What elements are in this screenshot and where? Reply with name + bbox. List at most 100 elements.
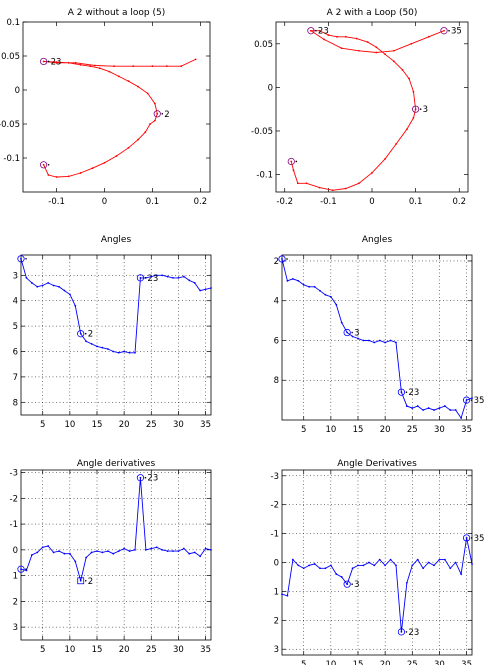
marked-point-dot <box>419 108 422 110</box>
data-point <box>389 339 392 342</box>
chart-title: Angles <box>101 235 132 245</box>
axes-frame <box>22 21 211 193</box>
data-point <box>411 564 414 567</box>
data-point <box>112 552 115 555</box>
data-point <box>25 569 28 572</box>
data-point <box>367 339 370 342</box>
data-point <box>362 339 365 342</box>
data-point <box>36 285 39 288</box>
marked-point-dot <box>286 258 288 260</box>
marked-point-dot <box>47 60 50 63</box>
data-point <box>180 65 183 68</box>
marked-point <box>17 255 25 263</box>
data-point <box>465 399 468 402</box>
data-point <box>310 29 312 32</box>
x-tick-label: 0 <box>369 197 374 207</box>
data-point <box>366 41 369 43</box>
data-point <box>108 70 111 73</box>
marked-point <box>343 328 351 337</box>
data-point <box>401 69 404 71</box>
marked-point <box>462 396 471 404</box>
y-tick-label: 5 <box>13 322 18 332</box>
data-point <box>137 85 139 88</box>
data-point <box>55 61 58 64</box>
data-point <box>90 551 93 554</box>
data-point <box>106 550 109 553</box>
data-point <box>454 409 457 411</box>
data-point <box>42 60 45 63</box>
data-point <box>144 131 147 134</box>
axes-frame <box>281 254 473 421</box>
data-point <box>329 295 332 298</box>
data-point <box>96 345 98 348</box>
data-point <box>433 409 435 411</box>
x-tick-label: -0.1 <box>320 197 337 207</box>
y-tick-label: 6 <box>274 336 279 346</box>
data-point <box>395 564 397 567</box>
chart-title: A 2 with a Loop (50) <box>327 8 418 18</box>
data-point <box>90 342 93 345</box>
marked-point <box>278 255 286 263</box>
data-point <box>74 304 77 307</box>
marked-point <box>40 161 48 169</box>
marked-point <box>40 57 48 66</box>
data-point <box>362 564 365 567</box>
data-point <box>91 167 94 170</box>
data-point <box>355 37 358 40</box>
x-tick-label: 0 <box>102 197 107 207</box>
x-tick-label: 30 <box>434 425 445 435</box>
data-point <box>406 128 408 131</box>
marked-point <box>462 534 471 542</box>
data-point <box>98 67 101 70</box>
data-point <box>319 567 321 570</box>
data-point <box>63 289 66 292</box>
data-point <box>411 407 414 409</box>
marked-point <box>343 580 351 588</box>
data-point <box>335 573 338 575</box>
data-point <box>422 567 425 570</box>
data-point <box>188 279 191 282</box>
x-tick-label: 20 <box>380 425 391 435</box>
data-point <box>172 276 174 279</box>
data-point <box>438 407 441 409</box>
x-tick-label: 15 <box>92 420 103 430</box>
data-point <box>117 351 120 354</box>
data-point <box>340 321 343 324</box>
axes-frame <box>20 469 212 641</box>
marked-point-dot <box>315 29 317 32</box>
data-point <box>443 405 446 407</box>
data-point <box>193 282 196 284</box>
marked-point <box>77 577 85 585</box>
data-point <box>335 303 338 306</box>
x-tick-label: 35 <box>200 420 211 430</box>
data-point <box>471 563 473 565</box>
data-point <box>30 554 33 556</box>
x-tick-label: 30 <box>434 660 445 665</box>
data-point <box>63 552 66 555</box>
marked-point-label: 2 <box>88 577 93 587</box>
marked-point-label: 23 <box>51 57 62 67</box>
x-tick-label: 5 <box>40 420 45 430</box>
data-point <box>204 547 207 550</box>
data-point <box>302 283 305 286</box>
data-point <box>151 65 154 68</box>
data-point <box>422 409 425 411</box>
marked-point-label: 2 <box>164 110 169 120</box>
data-point <box>150 547 153 550</box>
data-point <box>79 172 82 174</box>
data-point <box>371 171 373 174</box>
chart-title: Angles <box>362 235 393 245</box>
data-point <box>144 548 147 551</box>
data-point <box>182 547 185 550</box>
marked-point-dot <box>84 332 87 335</box>
data-point <box>296 182 299 185</box>
series-line <box>20 258 212 354</box>
data-point <box>68 552 71 555</box>
y-tick-label: 0 <box>274 559 279 569</box>
marked-point <box>307 27 315 35</box>
marked-point <box>136 474 145 482</box>
data-point <box>172 550 174 553</box>
data-point <box>410 42 413 45</box>
data-point <box>416 405 419 407</box>
